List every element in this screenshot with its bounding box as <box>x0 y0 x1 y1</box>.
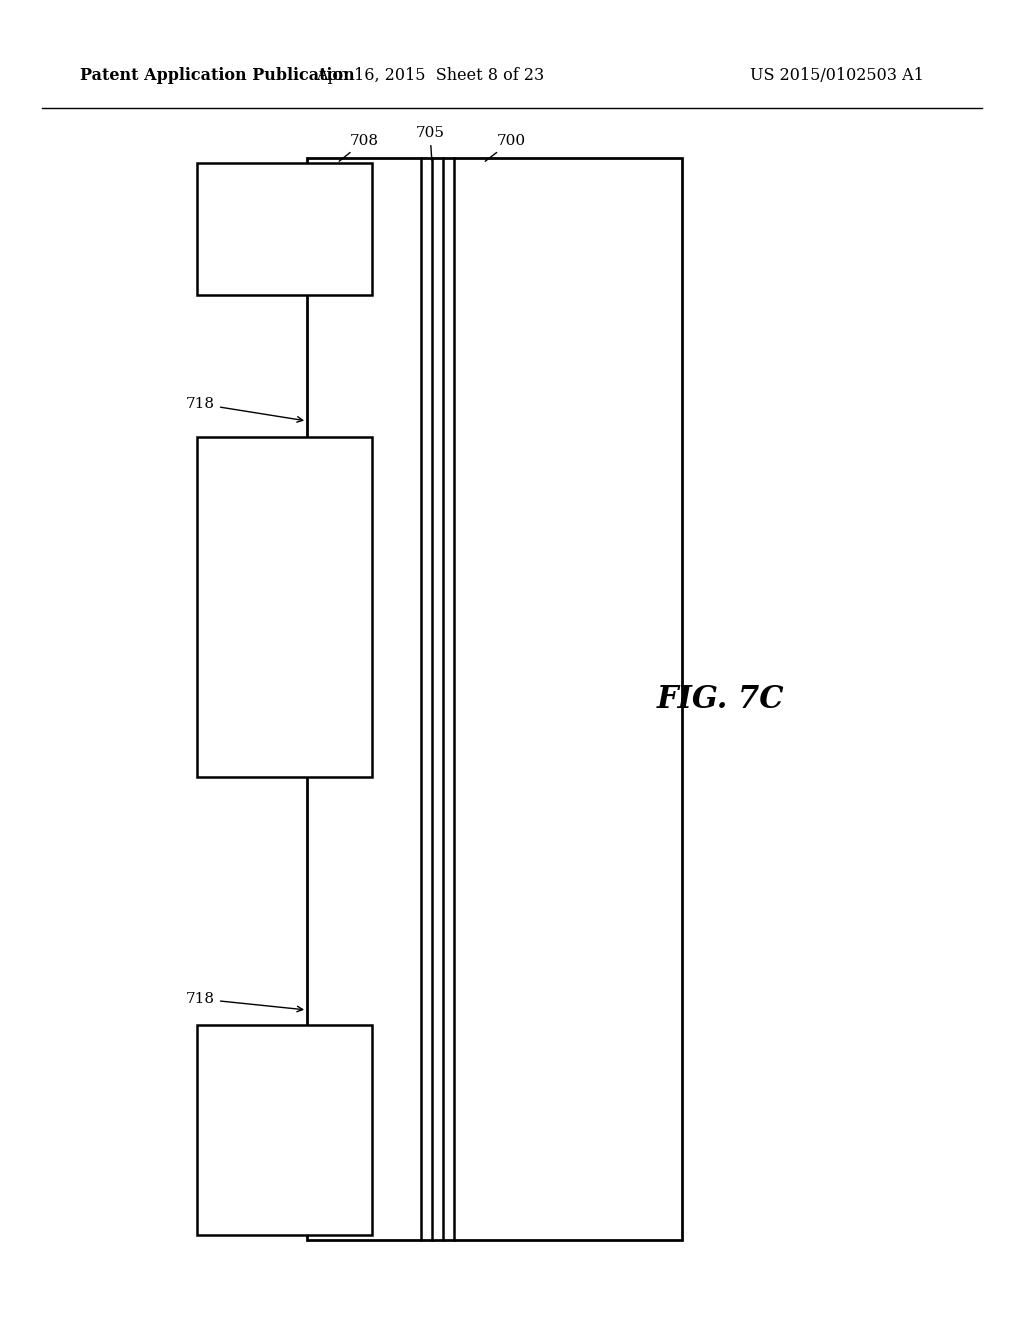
Text: 718: 718 <box>186 993 303 1011</box>
Text: FIG. 7C: FIG. 7C <box>656 685 783 715</box>
Text: 700: 700 <box>485 135 526 161</box>
Text: 705: 705 <box>416 125 444 160</box>
Text: Apr. 16, 2015  Sheet 8 of 23: Apr. 16, 2015 Sheet 8 of 23 <box>315 66 544 83</box>
Text: US 2015/0102503 A1: US 2015/0102503 A1 <box>750 66 924 83</box>
Text: 718: 718 <box>186 397 303 422</box>
Bar <box>307 158 682 1239</box>
Text: Patent Application Publication: Patent Application Publication <box>80 66 354 83</box>
Text: 708: 708 <box>339 135 379 161</box>
Bar <box>197 162 372 294</box>
Bar <box>197 437 372 777</box>
Bar <box>197 1026 372 1236</box>
